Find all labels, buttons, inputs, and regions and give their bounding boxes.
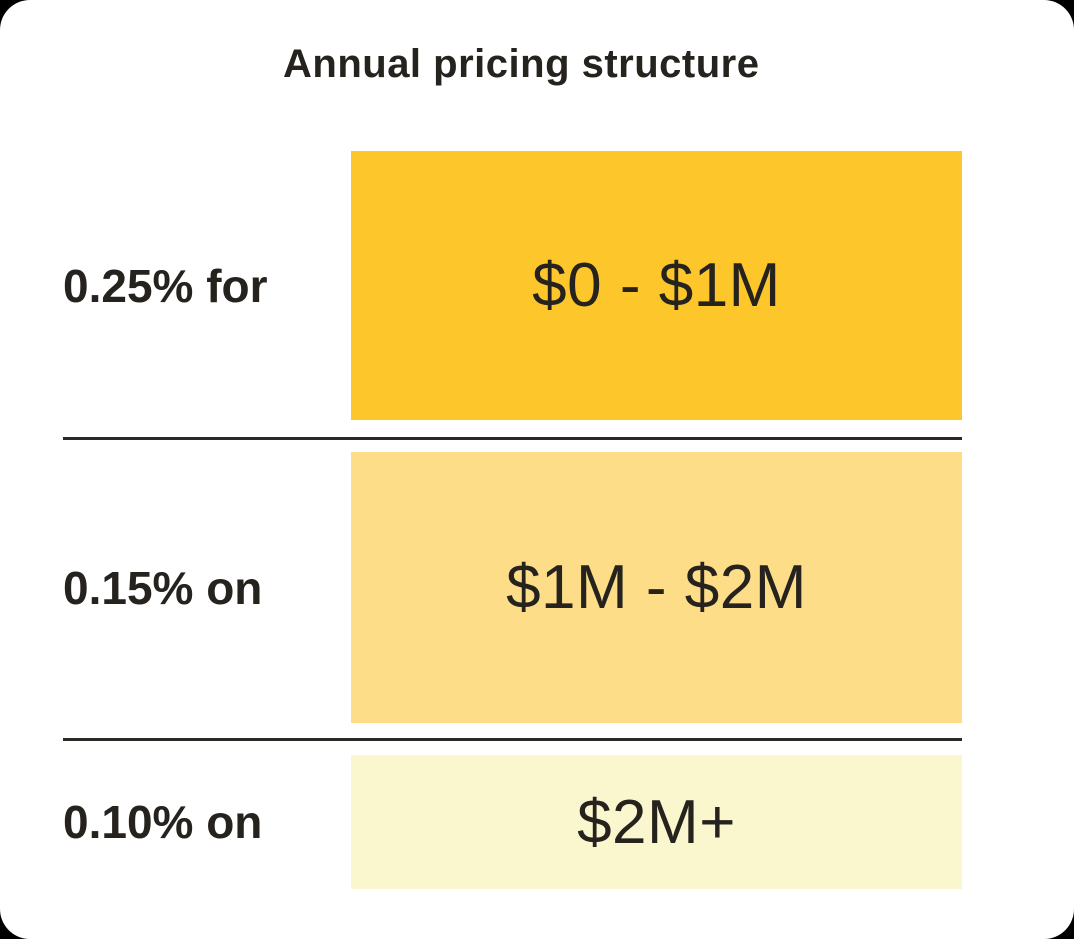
tier-3-bracket-label: $2M+ — [577, 787, 736, 857]
tier-divider-1 — [63, 437, 962, 440]
tier-2-rate-label: 0.15% on — [63, 561, 263, 614]
tier-row-1: 0.25% for $0 - $1M — [0, 151, 1074, 420]
tier-1-rate-label: 0.25% for — [63, 259, 268, 312]
chart-title: Annual pricing structure — [283, 42, 760, 86]
tier-2-bracket-label: $1M - $2M — [506, 553, 807, 622]
tier-divider-2 — [63, 738, 962, 741]
tier-2-bracket-box: $1M - $2M — [351, 452, 962, 723]
tier-row-2: 0.15% on $1M - $2M — [0, 452, 1074, 723]
tier-1-bracket-box: $0 - $1M — [351, 151, 962, 420]
tier-row-3: 0.10% on $2M+ — [0, 755, 1074, 889]
tier-3-bracket-box: $2M+ — [351, 755, 962, 889]
tier-3-rate-label: 0.10% on — [63, 796, 263, 848]
tier-1-bracket-label: $0 - $1M — [532, 251, 781, 320]
